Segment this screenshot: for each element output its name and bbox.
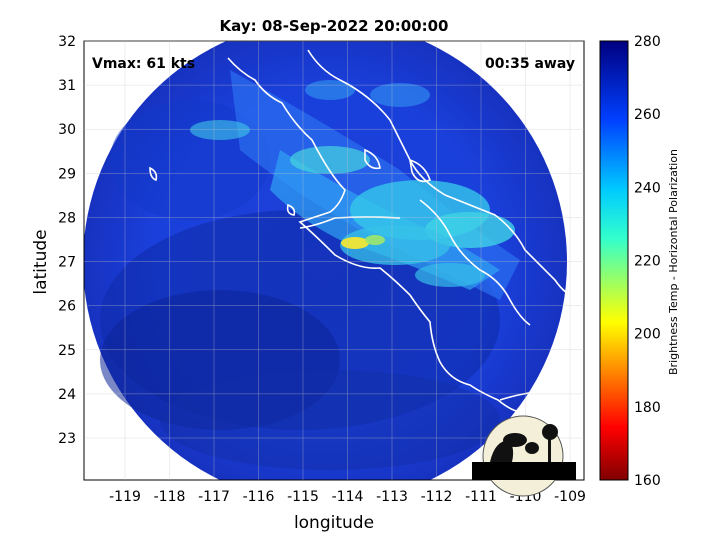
colorbar-label: Brightness Temp - Horizontal Polarizatio… [667, 149, 680, 375]
map-title: Kay: 08-Sep-2022 20:00:00 [220, 17, 449, 35]
grid [84, 40, 584, 480]
y-tick-label: 24 [58, 387, 76, 403]
x-tick-label: -115 [287, 489, 319, 505]
y-tick-label: 30 [58, 122, 76, 138]
y-tick-label: 26 [58, 299, 76, 315]
colorbar-tick: 220 [634, 254, 661, 270]
y-tick-label: 28 [58, 210, 76, 226]
y-tick-label: 23 [58, 431, 76, 447]
convective-core [341, 237, 369, 249]
y-tick-label: 31 [58, 78, 76, 94]
y-tick-label: 29 [58, 166, 76, 182]
x-tick-label: -114 [332, 489, 364, 505]
cimss-logo: CIMSS [472, 415, 576, 497]
x-tick-label: -118 [154, 489, 186, 505]
x-tick-label: -113 [376, 489, 408, 505]
x-axis-label: longitude [294, 513, 374, 533]
y-tick-label: 32 [58, 34, 76, 50]
x-tick-label: -111 [465, 489, 497, 505]
y-tick-label: 25 [58, 343, 76, 359]
colorbar-tick: 240 [634, 180, 661, 196]
colorbar [599, 40, 629, 481]
y-tick-labels: 32 31 30 29 28 27 26 25 24 23 [58, 34, 76, 447]
colorbar-tick: 260 [634, 107, 661, 123]
x-tick-label: -109 [554, 489, 586, 505]
x-tick-label: -117 [198, 489, 230, 505]
coastline [149, 49, 581, 413]
colorbar-tick-labels: 280 260 240 220 200 180 160 [634, 34, 661, 489]
y-tick-label: 27 [58, 255, 76, 271]
x-tick-label: -119 [109, 489, 141, 505]
microwave-imagery [84, 41, 581, 480]
vmax-label: Vmax: 61 kts [92, 56, 195, 72]
y-axis-label: latitude [31, 229, 51, 294]
x-tick-label: -112 [421, 489, 453, 505]
colorbar-tick: 160 [634, 473, 661, 489]
away-label: 00:35 away [485, 56, 575, 72]
logo-text: CIMSS [497, 468, 547, 479]
colorbar-tick: 280 [634, 34, 661, 50]
colorbar-tick: 200 [634, 327, 661, 343]
colorbar-tick: 180 [634, 400, 661, 416]
x-tick-label: -116 [243, 489, 275, 505]
